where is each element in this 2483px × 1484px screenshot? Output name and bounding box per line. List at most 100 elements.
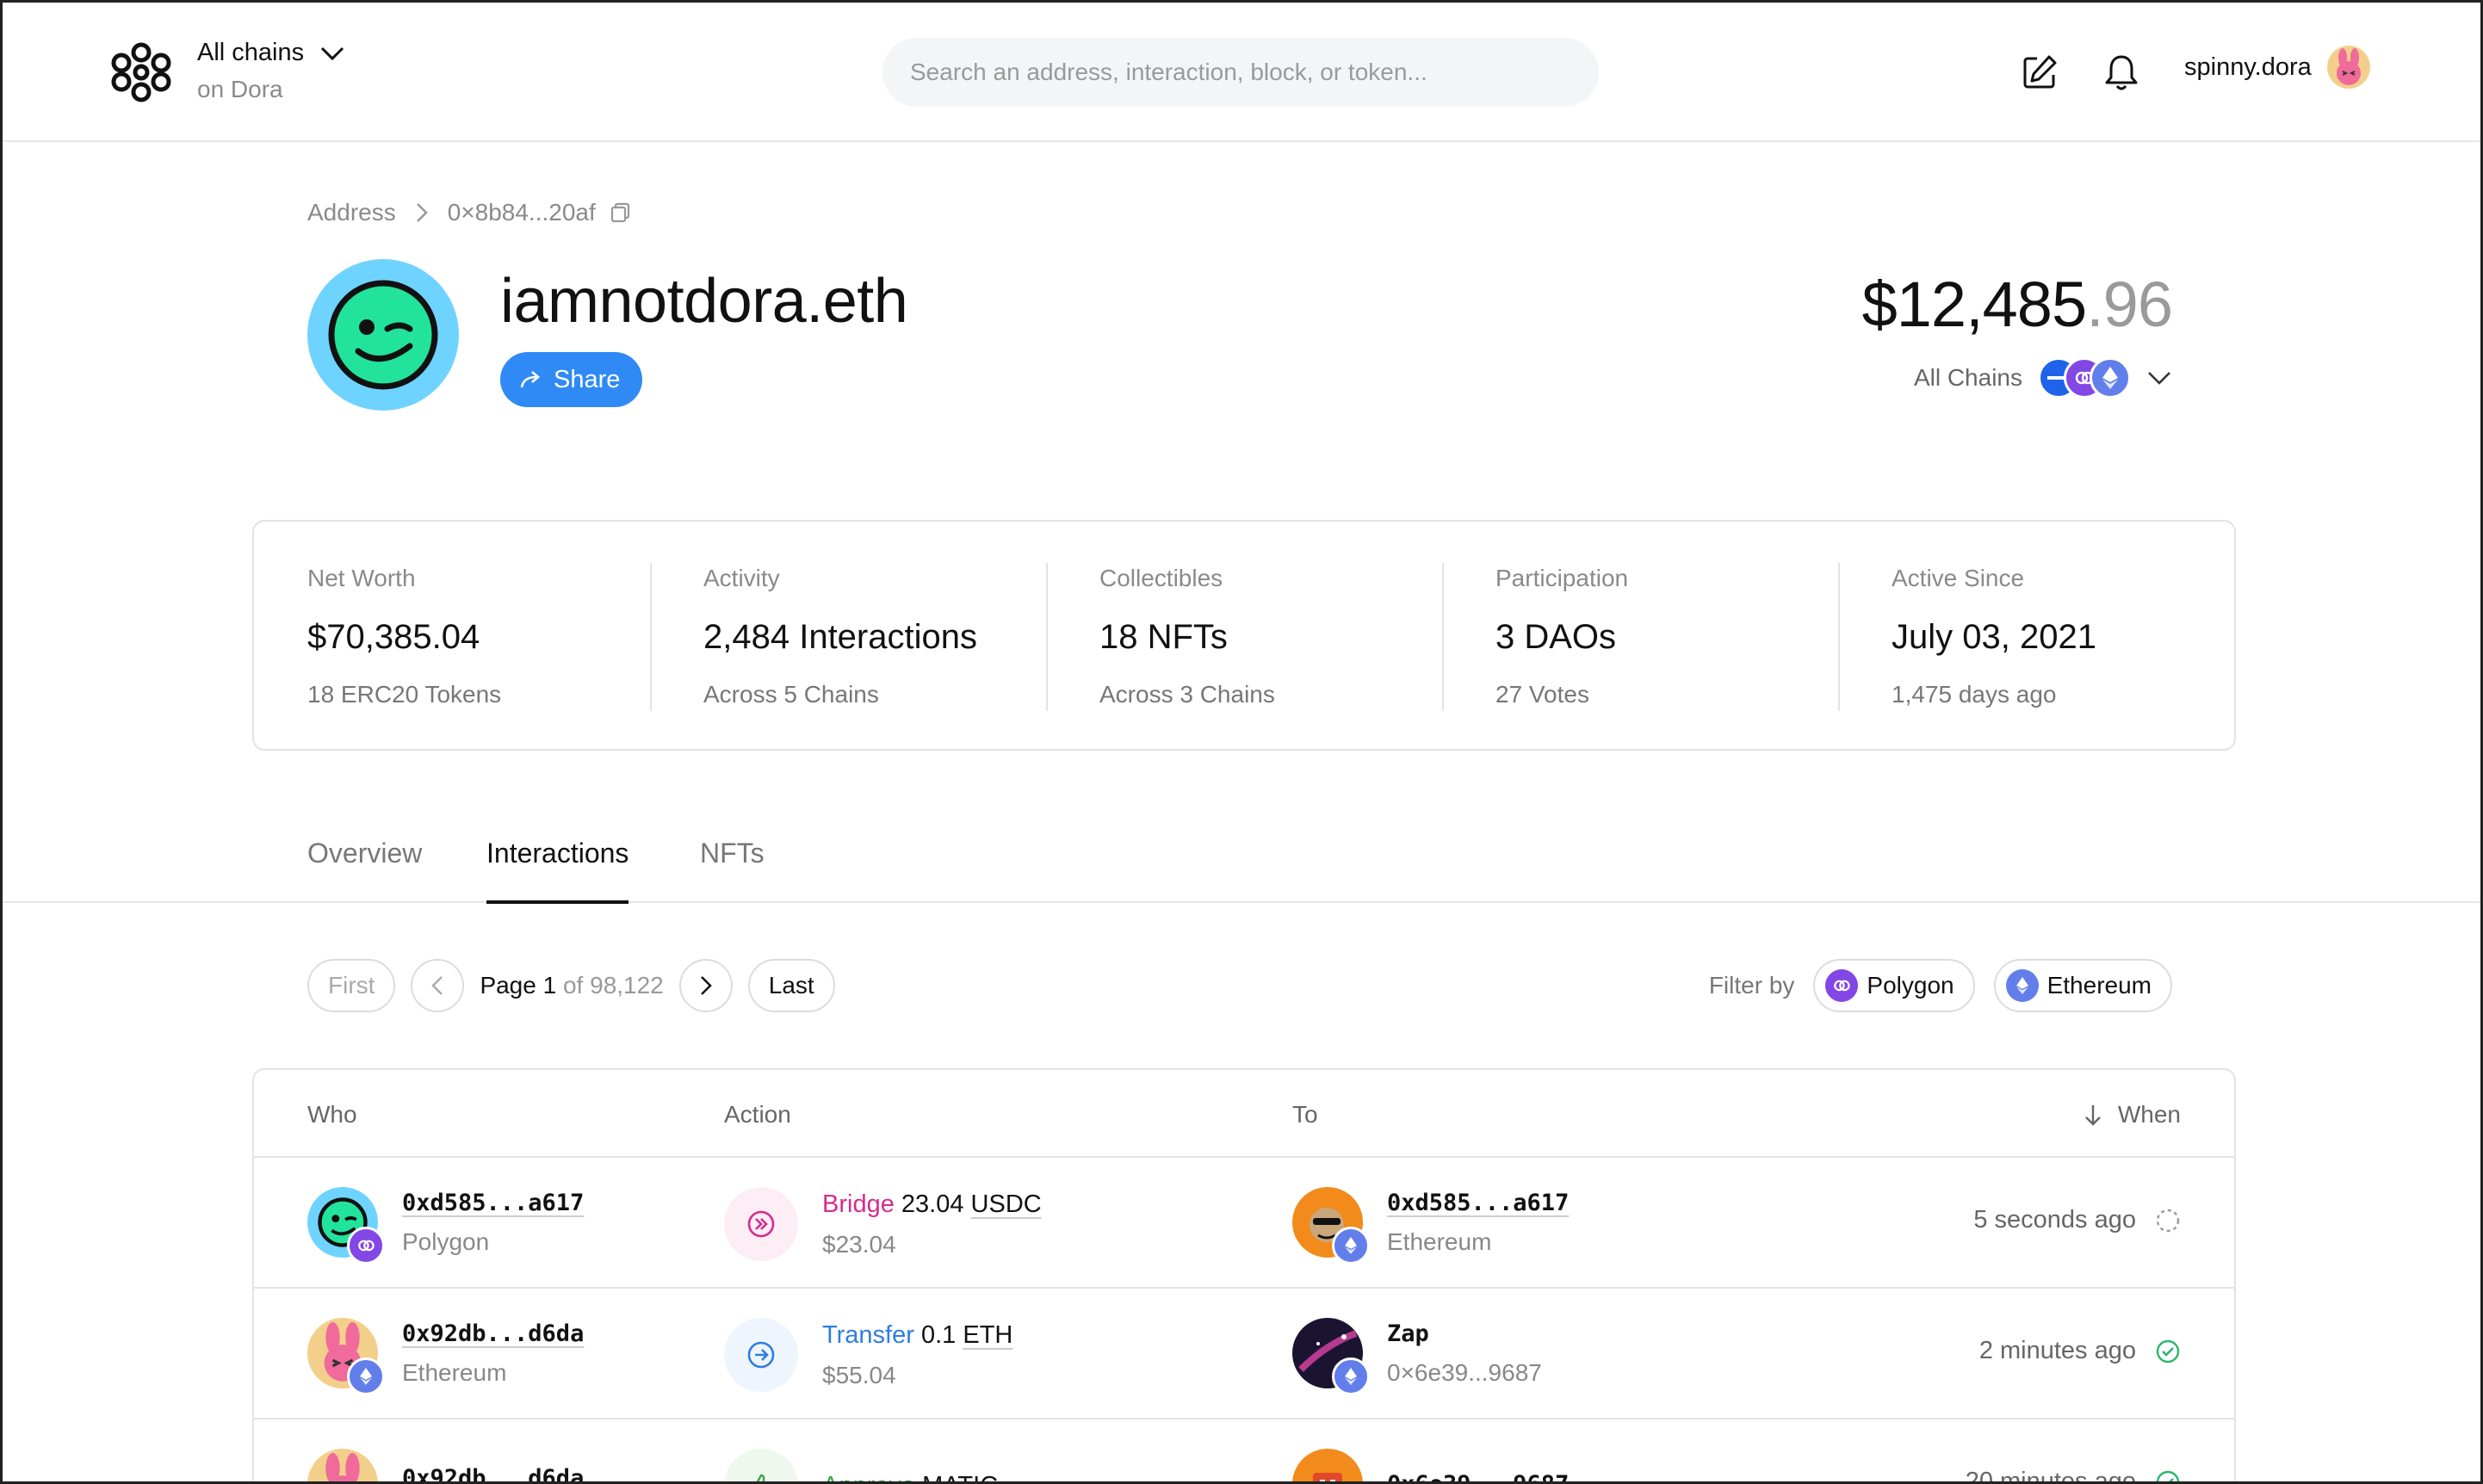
breadcrumb-address-link[interactable]: Address <box>307 199 396 226</box>
ethereum-icon <box>1332 1227 1370 1264</box>
action-amount: 0.1 <box>920 1320 957 1349</box>
to-name[interactable]: 0xd585...a617 <box>1387 1189 1570 1216</box>
stat-label: Participation <box>1495 565 1629 591</box>
share-label: Share <box>554 365 621 393</box>
to-sub: Ethereum <box>1387 1227 1492 1255</box>
thumbs-up-icon <box>724 1449 798 1481</box>
who-address[interactable]: 0x92db...d6da <box>402 1320 585 1347</box>
to-sub: 0×6e39...9687 <box>1387 1358 1542 1386</box>
ape-avatar <box>1292 1187 1370 1264</box>
user-avatar <box>2326 46 2370 89</box>
page-word: Page <box>480 972 536 999</box>
balance-main: $12,485 <box>1861 269 2087 340</box>
who-address[interactable]: 0x92db...d6da <box>402 1464 585 1484</box>
breadcrumb-current: 0×8b84...20af <box>447 199 596 226</box>
robot-avatar <box>1292 1449 1363 1481</box>
page-total: of 98,122 <box>562 972 664 999</box>
copy-icon[interactable] <box>610 201 632 224</box>
prev-page-button[interactable] <box>411 959 465 1012</box>
wink-face-avatar <box>307 1187 385 1264</box>
tab-interactions[interactable]: Interactions <box>486 838 629 904</box>
to-name[interactable]: 0x6e39...9687 <box>1387 1470 1570 1484</box>
ethereum-icon <box>2005 969 2039 1002</box>
table-header: Who Action To When <box>254 1070 2234 1158</box>
chains-dropdown[interactable]: All Chains <box>1914 357 2172 399</box>
next-page-button[interactable] <box>678 959 733 1012</box>
column-who: Who <box>307 1101 357 1128</box>
success-check-icon <box>2156 1339 2180 1363</box>
success-check-icon <box>2156 1470 2180 1481</box>
column-to: To <box>1292 1101 1318 1128</box>
action-amount: 23.04 <box>901 1190 964 1218</box>
chain-selector-title: All chains <box>197 39 305 66</box>
chevron-down-icon <box>2148 372 2170 385</box>
share-button[interactable]: Share <box>500 352 643 407</box>
arrow-down-icon <box>2084 1105 2101 1126</box>
chain-selector-subtitle: on Dora <box>197 76 283 102</box>
balance-cents: .96 <box>2086 269 2173 340</box>
pagination: First Page 1 of 98,122 Last <box>307 959 835 1012</box>
when-text: 20 minutes ago <box>1965 1468 2136 1484</box>
table-row[interactable]: 0xd585...a617 Polygon Bridge 23.04 USDC … <box>254 1158 2234 1289</box>
first-page-button[interactable]: First <box>307 959 396 1012</box>
user-menu[interactable]: spinny.dora <box>2184 46 2370 89</box>
chain-icon-stack <box>2038 357 2131 399</box>
filter-option-label: Polygon <box>1867 972 1954 999</box>
polygon-icon <box>347 1227 385 1264</box>
table-row[interactable]: 0x92db...d6da Approve MATIC 0x6e39...968… <box>254 1419 2234 1484</box>
transfer-icon <box>724 1318 798 1392</box>
stat-sub: 1,475 days ago <box>1892 681 2057 708</box>
zap-avatar <box>1292 1318 1370 1395</box>
chevron-left-icon <box>431 976 443 995</box>
polygon-icon <box>1825 969 1859 1002</box>
dora-logo-icon[interactable] <box>111 42 171 102</box>
table-row[interactable]: 0x92db...d6da Ethereum Transfer 0.1 ETH … <box>254 1289 2234 1419</box>
stat-sub: Across 3 Chains <box>1099 681 1275 708</box>
to-name[interactable]: Zap <box>1387 1320 1429 1347</box>
stat-sub: 27 Votes <box>1495 681 1589 708</box>
ethereum-icon <box>1332 1357 1370 1395</box>
stat-value: 18 NFTs <box>1099 618 1228 656</box>
wink-face-icon <box>328 280 438 390</box>
stat-value: $70,385.04 <box>307 618 480 656</box>
action-token[interactable]: ETH <box>963 1320 1013 1349</box>
who-address[interactable]: 0xd585...a617 <box>402 1189 585 1216</box>
filter-bar: Filter by Polygon Ethereum <box>1709 959 2172 1012</box>
filter-ethereum-chip[interactable]: Ethereum <box>1993 959 2172 1012</box>
action-token[interactable]: MATIC <box>922 1472 998 1482</box>
search-input[interactable] <box>882 38 1599 107</box>
stat-label: Active Since <box>1892 565 2025 591</box>
column-action: Action <box>724 1101 791 1128</box>
page-indicator: Page 1 of 98,122 <box>480 972 663 999</box>
total-balance: $12,485.96 <box>1861 268 2173 341</box>
bunny-avatar <box>307 1318 385 1395</box>
stat-label: Activity <box>703 565 780 591</box>
tab-overview[interactable]: Overview <box>307 838 423 869</box>
stat-sub: Across 5 Chains <box>703 681 879 708</box>
tab-nfts[interactable]: NFTs <box>700 838 765 869</box>
action-usd: $23.04 <box>822 1230 896 1258</box>
stat-value: 3 DAOs <box>1495 618 1617 656</box>
action-verb: Bridge <box>822 1190 895 1218</box>
chevron-right-icon <box>416 203 428 222</box>
top-bar: All chains on Dora spinny.dora <box>3 3 2480 142</box>
filter-polygon-chip[interactable]: Polygon <box>1813 959 1975 1012</box>
chains-label: All Chains <box>1913 364 2022 391</box>
chain-selector[interactable]: All chains on Dora <box>197 39 345 103</box>
ethereum-icon <box>347 1357 385 1395</box>
compose-icon[interactable] <box>2020 53 2059 92</box>
chevron-down-icon <box>321 46 344 60</box>
share-arrow-icon <box>520 371 540 388</box>
action-usd: $55.04 <box>822 1361 896 1388</box>
stat-net-worth: Net Worth $70,385.04 18 ERC20 Tokens <box>254 522 650 749</box>
stat-active-since: Active Since July 03, 2021 1,475 days ag… <box>1838 522 2234 749</box>
stat-label: Net Worth <box>307 565 416 591</box>
last-page-button[interactable]: Last <box>747 959 835 1012</box>
profile-avatar <box>307 259 459 411</box>
page-number: 1 <box>542 972 557 999</box>
column-when-sort[interactable]: When <box>2084 1101 2181 1128</box>
bell-icon[interactable] <box>2102 53 2141 92</box>
action-token[interactable]: USDC <box>970 1190 1042 1218</box>
who-chain: Polygon <box>402 1227 490 1255</box>
stat-value: July 03, 2021 <box>1892 618 2096 656</box>
